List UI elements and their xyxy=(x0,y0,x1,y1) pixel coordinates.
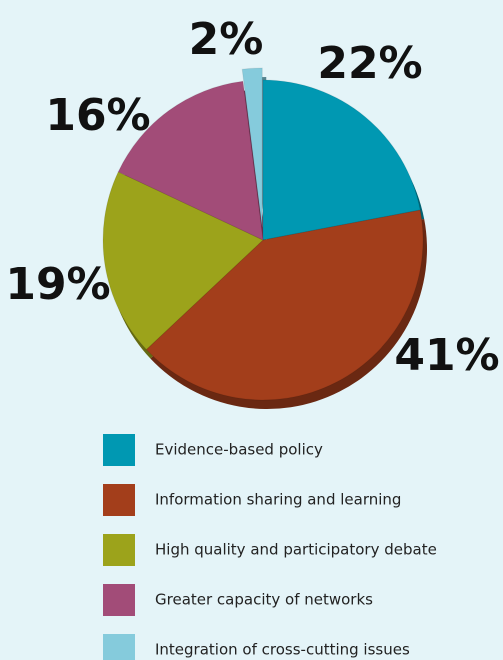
slice-label: 41% xyxy=(394,330,499,381)
slice-label: 16% xyxy=(45,90,150,141)
legend-swatch xyxy=(103,434,135,466)
slice-label: 19% xyxy=(5,259,110,310)
legend-label: Integration of cross-cutting issues xyxy=(155,641,410,659)
legend-label: High quality and participatory debate xyxy=(155,541,437,559)
slice-label: 2% xyxy=(189,14,264,65)
legend-swatch xyxy=(103,584,135,616)
legend-label: Evidence-based policy xyxy=(155,441,323,459)
slice xyxy=(262,79,421,241)
slice-label: 22% xyxy=(317,38,422,89)
legend-swatch xyxy=(103,534,135,566)
legend-swatch xyxy=(103,634,135,660)
slice xyxy=(145,209,424,401)
slice xyxy=(241,67,263,229)
slice xyxy=(102,171,264,351)
legend-label: Greater capacity of networks xyxy=(155,591,373,609)
legend-label: Information sharing and learning xyxy=(155,491,401,509)
slice xyxy=(117,80,264,241)
legend-swatch xyxy=(103,484,135,516)
